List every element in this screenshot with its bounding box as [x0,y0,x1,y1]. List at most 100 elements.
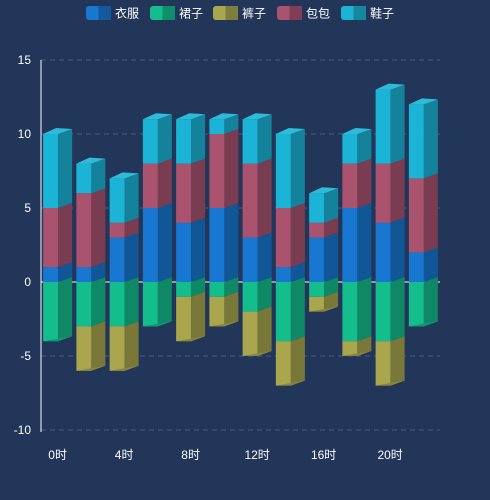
bar-side-face [390,84,405,164]
x-tick-label: 16时 [311,448,336,462]
bar-front-face [43,134,59,208]
bar-stack-3[interactable] [142,113,172,327]
bar-side-face [257,158,272,238]
bar-bottom-edge [408,321,438,327]
bar-segment [242,277,272,312]
bar-front-face [375,341,391,386]
bar-front-face [309,193,325,223]
bar-front-face [109,282,125,327]
bar-front-face [375,282,391,342]
bar-side-face [257,306,272,356]
bar-front-face [408,104,424,179]
legend-item-4[interactable]: 鞋子 [341,6,394,21]
legend-label: 衣服 [115,6,139,21]
bar-bottom-edge [275,380,305,386]
bar-stack-11[interactable] [408,98,438,327]
bar-segment [309,217,339,238]
bar-side-face [423,173,438,253]
bar-side-face [423,99,438,179]
bar-side-face [124,321,139,371]
bar-stack-4[interactable] [176,113,206,342]
bar-front-face [176,222,192,282]
y-tick-label: 15 [18,53,32,67]
y-tick-label: 0 [24,275,31,289]
bar-front-face [176,296,192,342]
bar-top-face [375,83,405,90]
bar-side-face [91,188,106,268]
bar-front-face [342,282,358,342]
bar-segment [76,158,106,194]
bar-segment [176,217,206,282]
bar-stack-5[interactable] [209,113,239,327]
bar-segment [275,262,305,282]
bar-segment [408,247,438,282]
bar-side-face [290,203,305,268]
bar-segment [375,158,405,223]
legend-item-0[interactable]: 衣服 [86,6,139,21]
bar-stack-2[interactable] [109,172,139,371]
bar-top-face [142,113,172,120]
bar-front-face [76,193,92,268]
bar-top-face [76,157,106,164]
legend-item-2[interactable]: 裤子 [213,6,266,21]
bar-side-face [124,232,139,282]
bar-front-face [209,208,225,282]
bar-front-face [209,282,225,297]
bar-stack-6[interactable] [242,113,272,356]
bar-stack-0[interactable] [43,128,73,342]
x-tick-label: 8时 [181,448,200,462]
bar-side-face [357,277,372,342]
bar-side-face [157,203,172,282]
bar-top-face [342,128,372,134]
legend-label: 鞋子 [370,6,394,21]
bar-front-face [275,267,291,282]
bar-front-face [408,178,424,253]
bar-side-face [324,291,339,312]
bar-side-face [290,336,305,386]
bar-segment [76,321,106,371]
bar-side-face [357,129,372,164]
legend-item-3[interactable]: 包包 [277,6,330,21]
bar-side-face [91,158,106,194]
bar-bottom-edge [109,365,139,371]
legend-swatch-shade [98,6,111,20]
legend-label: 包包 [306,7,330,21]
bar-top-face [408,98,438,105]
bar-side-face [91,321,106,371]
bar-front-face [375,222,391,282]
bar-stack-7[interactable] [275,128,305,386]
bar-stack-8[interactable] [309,187,339,312]
bar-segment [43,203,73,268]
bar-side-face [290,262,305,282]
bar-front-face [275,208,291,268]
bar-front-face [342,341,358,356]
bar-side-face [58,277,73,342]
y-tick-label: 10 [18,127,32,141]
bar-side-face [390,277,405,342]
bar-segment [43,277,73,342]
bar-side-face [124,173,139,223]
bar-front-face [43,208,59,268]
bar-bottom-edge [209,321,239,327]
bar-front-face [275,282,291,342]
bar-side-face [423,277,438,327]
bar-front-face [242,163,258,238]
bar-side-face [290,277,305,342]
bar-segment [142,158,172,208]
legend-swatch-shade [353,6,366,20]
bar-bottom-edge [375,380,405,386]
bar-side-face [390,217,405,282]
bar-segment [109,277,139,327]
bar-bottom-edge [176,336,206,342]
bar-stack-9[interactable] [342,128,372,356]
bar-front-face [109,222,125,238]
bar-stack-10[interactable] [375,83,405,386]
bar-front-face [142,163,158,208]
bar-front-face [109,326,125,371]
legend-swatch-shade [162,6,175,20]
bar-front-face [309,282,325,297]
legend-item-1[interactable]: 裙子 [150,6,203,21]
bar-bottom-edge [76,365,106,371]
bar-stack-1[interactable] [76,157,106,371]
